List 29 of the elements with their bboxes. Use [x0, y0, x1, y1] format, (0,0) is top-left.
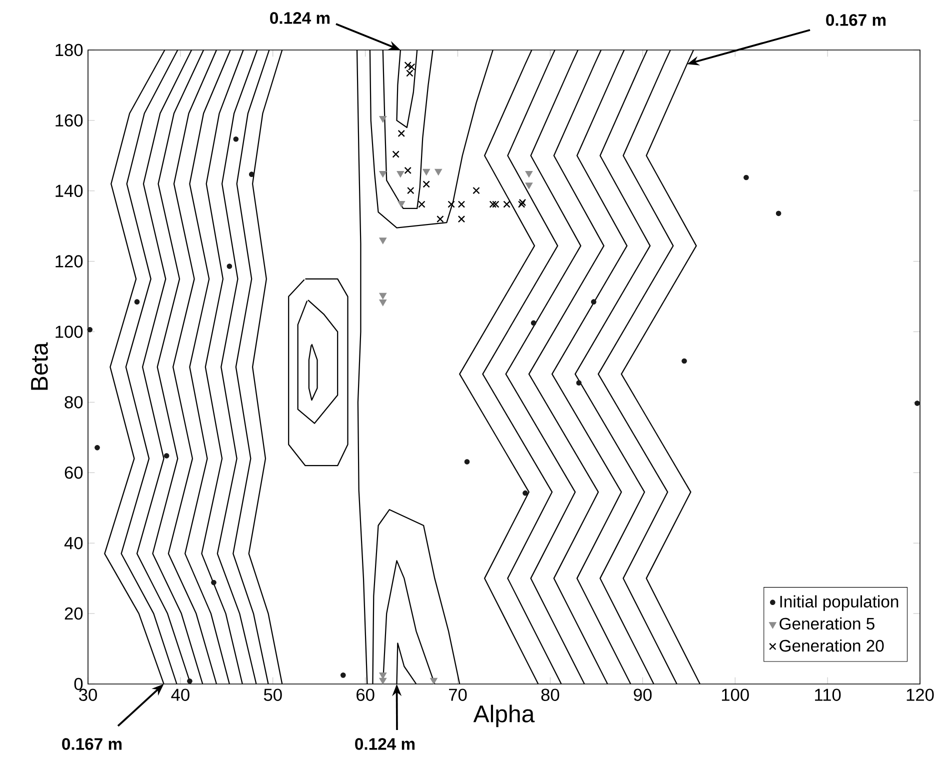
x-tick-label: 120	[906, 688, 934, 701]
annotation: 0.124 m	[270, 12, 330, 24]
y-tick-label: 0	[74, 678, 83, 690]
legend-label: Generation 20	[780, 639, 884, 652]
y-tick-label: 160	[56, 114, 83, 127]
x-tick-label: 100	[722, 688, 749, 701]
x-tick-label: 40	[171, 688, 190, 701]
y-tick-label: 180	[56, 44, 83, 56]
x-tick-label: 50	[264, 688, 282, 701]
y-tick-label: 20	[64, 607, 83, 620]
x-tick-label: 30	[79, 688, 97, 701]
y-tick-label: 80	[64, 396, 83, 408]
y-tick-label: 140	[56, 184, 83, 198]
annotation: 0.167 m	[62, 738, 122, 750]
y-axis-title: Beta	[31, 342, 48, 390]
legend-label: Initial population	[780, 595, 898, 611]
y-tick-label: 40	[64, 536, 83, 550]
y-tick-label: 120	[56, 255, 83, 268]
x-tick-label: 80	[541, 688, 560, 701]
annotation: 0.124 m	[355, 738, 415, 750]
legend-label: Generation 5	[780, 617, 874, 630]
x-tick-label: 70	[449, 688, 467, 701]
x-tick-label: 60	[356, 688, 374, 701]
x-axis-title: Alpha	[473, 704, 535, 728]
x-tick-label: 90	[634, 688, 652, 701]
x-tick-label: 110	[815, 688, 841, 701]
y-tick-label: 100	[56, 326, 83, 338]
y-tick-label: 60	[64, 466, 83, 479]
annotation: 0.167 m	[826, 14, 886, 26]
